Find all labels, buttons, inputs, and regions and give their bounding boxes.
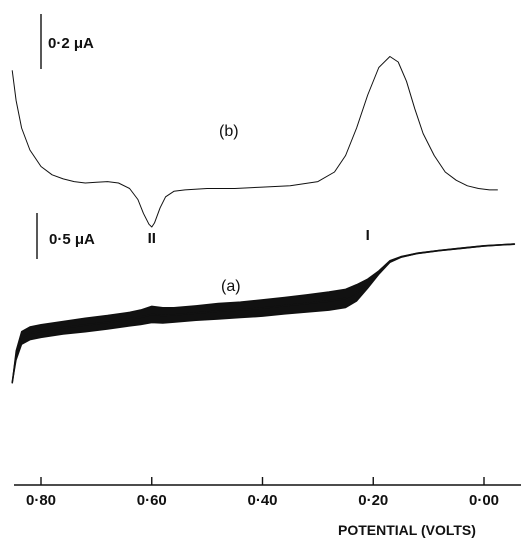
x-axis: 0·80 0·60 0·40 0·20 0·00 <box>14 477 521 509</box>
peak-label-II: II <box>148 230 156 247</box>
x-axis-title: POTENTIAL (VOLTS) <box>338 522 476 538</box>
scale-bar-a: 0·5 μA <box>36 213 95 259</box>
series-a <box>11 243 516 384</box>
peak-label-I: I <box>366 227 370 244</box>
series-b-line <box>11 56 498 228</box>
x-tick-label: 0·60 <box>137 492 167 509</box>
x-tick-label: 0·80 <box>26 492 56 509</box>
scale-bar-a-label: 0·5 μA <box>49 231 95 248</box>
x-tick-label: 0·40 <box>247 492 277 509</box>
series-a-band <box>11 243 516 384</box>
x-tick-label: 0·20 <box>358 492 388 509</box>
scale-bar-b: 0·2 μA <box>40 14 94 69</box>
series-a-line <box>11 243 515 384</box>
x-tick-label: 0·00 <box>469 492 499 509</box>
scale-bar-b-label: 0·2 μA <box>48 35 94 52</box>
series-b <box>11 56 498 228</box>
series-a-label: (a) <box>221 278 241 295</box>
series-b-label: (b) <box>219 123 239 140</box>
